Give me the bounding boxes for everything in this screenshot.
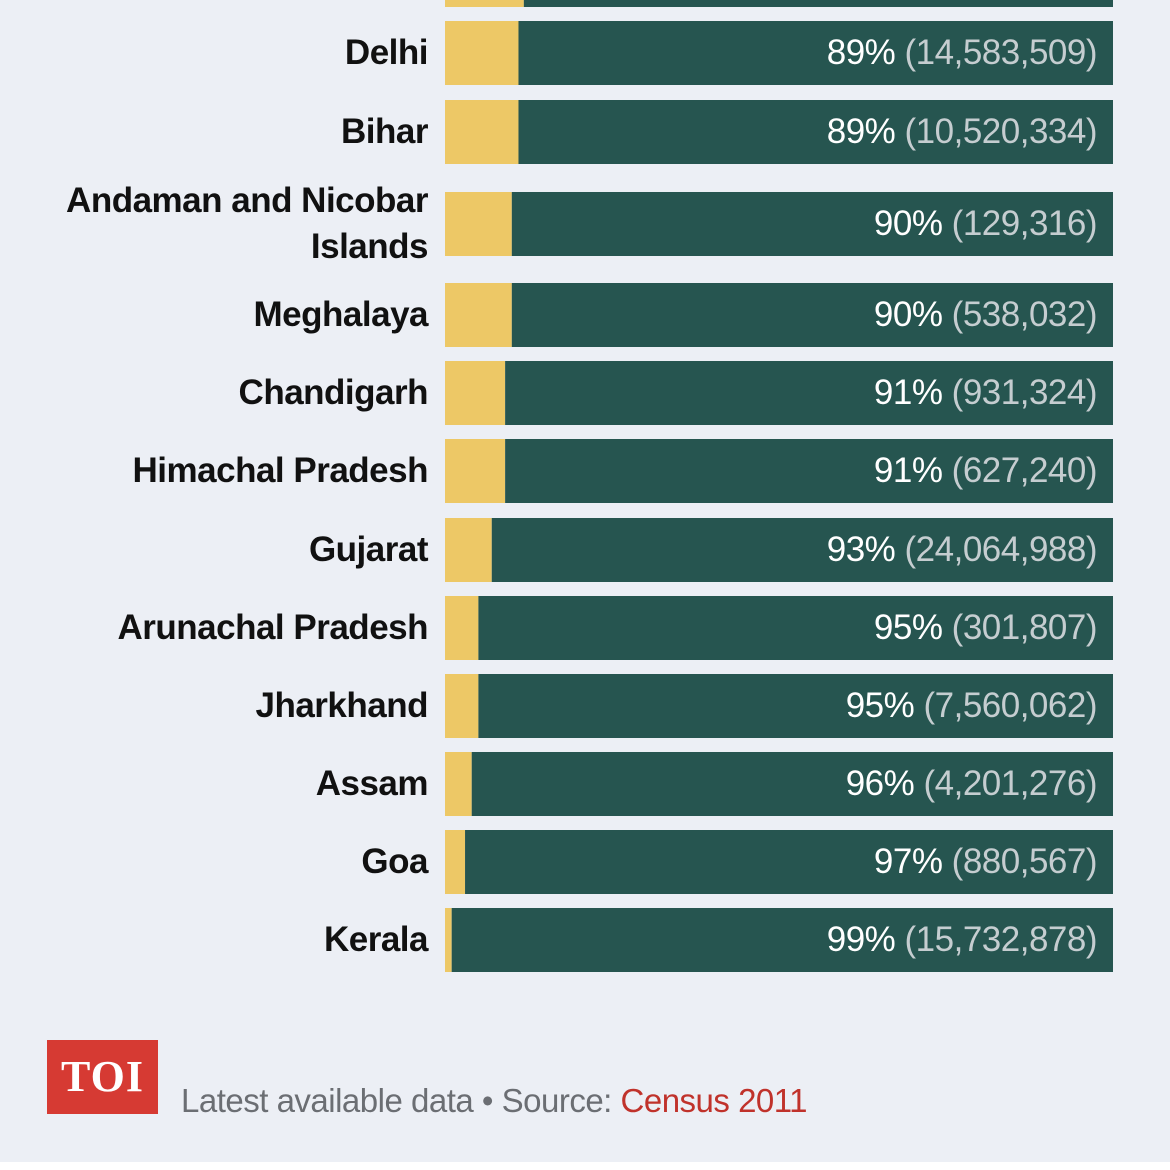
bar-remainder-partial-top <box>445 0 524 7</box>
bar-remainder-delhi <box>445 21 519 85</box>
category-label-line: Islands <box>310 227 429 266</box>
category-label-line: Jharkhand <box>255 686 429 725</box>
data-label-gujarat: 93% (24,064,988) <box>826 530 1098 570</box>
data-label-kerala: 99% (15,732,878) <box>826 920 1098 960</box>
category-label-delhi: Delhi <box>8 30 429 76</box>
percent-label: 91% <box>873 451 952 490</box>
bar-value-gujarat <box>491 518 1113 582</box>
bar-value-jharkhand <box>478 674 1113 738</box>
percent-label: 89% <box>826 112 905 151</box>
bar-value-delhi <box>518 21 1113 85</box>
toi-logo: TOI <box>47 1040 158 1114</box>
data-label-andaman-and-nicobar-islands: 90% (129,316) <box>873 204 1098 244</box>
category-label-line: Delhi <box>344 33 429 72</box>
category-label-line: Meghalaya <box>253 295 429 334</box>
bar-value-andaman-and-nicobar-islands <box>511 192 1113 256</box>
data-label-bihar: 89% (10,520,334) <box>826 112 1098 152</box>
bar-remainder-bihar <box>445 100 519 164</box>
category-label-assam: Assam <box>8 761 429 807</box>
bar-remainder-goa <box>445 830 466 894</box>
count-label: (15,732,878) <box>904 920 1098 959</box>
count-label: (24,064,988) <box>904 530 1098 569</box>
percent-label: 90% <box>873 204 952 243</box>
category-label-line: Chandigarh <box>238 373 429 412</box>
bar-value-meghalaya <box>511 283 1113 347</box>
bar-value-bihar <box>518 100 1113 164</box>
bar-value-goa <box>465 830 1113 894</box>
data-label-delhi: 89% (14,583,509) <box>826 33 1098 73</box>
count-label: (931,324) <box>951 373 1098 412</box>
category-label-arunachal-pradesh: Arunachal Pradesh <box>8 605 429 651</box>
percent-label: 99% <box>826 920 905 959</box>
category-label-andaman-and-nicobar-islands: Andaman and Nicobar Islands <box>8 178 428 270</box>
category-label-line: Andaman and Nicobar <box>66 181 428 220</box>
bar-value-assam <box>471 752 1114 816</box>
percent-label: 89% <box>826 33 905 72</box>
bar-value-chandigarh <box>505 361 1113 425</box>
category-label-line: Kerala <box>323 920 429 959</box>
percent-label: 91% <box>873 373 952 412</box>
count-label: (10,520,334) <box>904 112 1098 151</box>
count-label: (129,316) <box>951 204 1098 243</box>
data-label-himachal-pradesh: 91% (627,240) <box>873 451 1098 491</box>
category-label-meghalaya: Meghalaya <box>8 292 429 338</box>
category-label-goa: Goa <box>8 839 428 885</box>
category-label-line: Himachal Pradesh <box>132 451 429 490</box>
category-label-gujarat: Gujarat <box>8 527 429 573</box>
count-label: (4,201,276) <box>923 764 1097 803</box>
bar-remainder-kerala <box>445 908 452 972</box>
count-label: (538,032) <box>951 295 1098 334</box>
category-label-line: Goa <box>361 842 428 881</box>
percent-label: 93% <box>826 530 905 569</box>
percent-label: 95% <box>873 608 952 647</box>
bar-remainder-himachal-pradesh <box>445 439 506 503</box>
data-label-arunachal-pradesh: 95% (301,807) <box>873 608 1098 648</box>
bar-value-partial-top <box>523 0 1113 7</box>
source-prefix: Latest available data • Source: <box>181 1082 621 1119</box>
bar-value-kerala <box>451 908 1113 972</box>
category-label-kerala: Kerala <box>8 917 429 963</box>
percent-label: 97% <box>873 842 952 881</box>
bar-remainder-chandigarh <box>445 361 506 425</box>
bar-remainder-jharkhand <box>445 674 479 738</box>
source-name: Census 2011 <box>620 1082 808 1119</box>
bar-remainder-meghalaya <box>445 283 512 347</box>
percent-label: 90% <box>873 295 952 334</box>
data-label-meghalaya: 90% (538,032) <box>873 295 1098 335</box>
bar-remainder-gujarat <box>445 518 492 582</box>
bar-remainder-assam <box>445 752 472 816</box>
count-label: (627,240) <box>951 451 1098 490</box>
source-note: Latest available data • Source: Census 2… <box>181 1080 808 1122</box>
bar-value-himachal-pradesh <box>505 439 1113 503</box>
data-label-goa: 97% (880,567) <box>873 842 1098 882</box>
category-label-himachal-pradesh: Himachal Pradesh <box>8 448 429 494</box>
count-label: (14,583,509) <box>904 33 1098 72</box>
category-label-line: Bihar <box>341 112 428 151</box>
count-label: (880,567) <box>951 842 1098 881</box>
category-label-chandigarh: Chandigarh <box>8 370 429 416</box>
data-label-chandigarh: 91% (931,324) <box>873 373 1098 413</box>
category-label-jharkhand: Jharkhand <box>8 683 429 729</box>
count-label: (301,807) <box>951 608 1098 647</box>
data-label-assam: 96% (4,201,276) <box>845 764 1098 804</box>
category-label-line: Gujarat <box>308 530 429 569</box>
bottom-strip <box>0 1162 1170 1170</box>
percent-label: 96% <box>845 764 924 803</box>
category-label-line: Assam <box>315 764 429 803</box>
bar-remainder-arunachal-pradesh <box>445 596 479 660</box>
category-label-bihar: Bihar <box>8 109 428 155</box>
category-label-line: Arunachal Pradesh <box>117 608 429 647</box>
bar-remainder-andaman-and-nicobar-islands <box>445 192 512 256</box>
count-label: (7,560,062) <box>923 686 1097 725</box>
data-label-jharkhand: 95% (7,560,062) <box>845 686 1098 726</box>
bar-value-arunachal-pradesh <box>478 596 1113 660</box>
percent-label: 95% <box>845 686 924 725</box>
